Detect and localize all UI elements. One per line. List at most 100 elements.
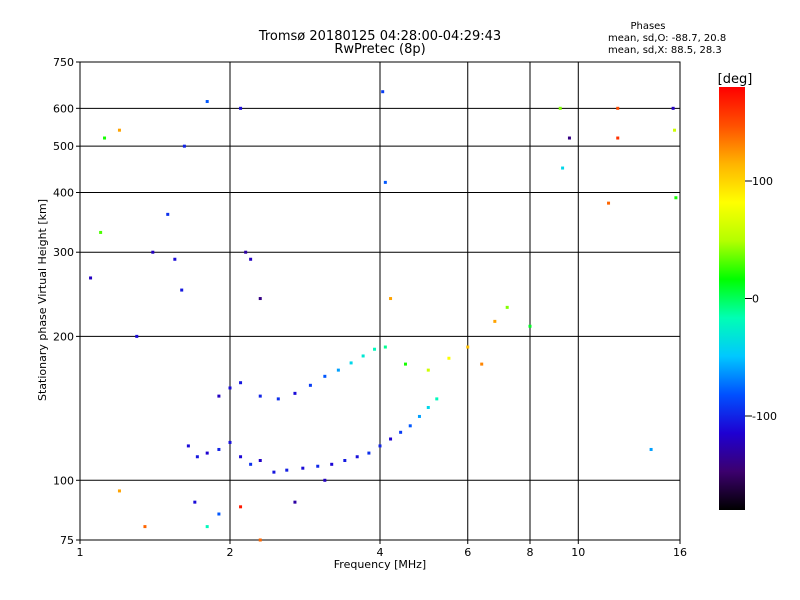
data-point xyxy=(195,455,199,459)
data-point xyxy=(186,444,190,448)
x-tick-label: 1 xyxy=(77,546,84,559)
data-point xyxy=(367,451,371,455)
stats-heading: Phases xyxy=(630,21,665,32)
y-tick-label: 200 xyxy=(53,330,74,343)
x-tick-label: 10 xyxy=(571,546,585,559)
data-point xyxy=(673,128,677,132)
data-point xyxy=(205,451,209,455)
data-point xyxy=(558,106,562,110)
y-tick-label: 400 xyxy=(53,186,74,199)
data-point xyxy=(426,368,430,372)
y-tick-label: 600 xyxy=(53,102,74,115)
stats-line-x: mean, sd,X: 88.5, 28.3 xyxy=(608,45,722,56)
data-points xyxy=(89,90,678,542)
data-point xyxy=(308,383,312,387)
x-tick-label: 4 xyxy=(377,546,384,559)
data-point xyxy=(480,362,484,366)
data-point xyxy=(301,466,305,470)
data-point xyxy=(258,297,262,301)
data-point xyxy=(239,106,243,110)
axis-ticks: 1 2 4 6 8 10 16 75 100 200 300 400 500 600 750 xyxy=(53,56,687,559)
x-tick-label: 2 xyxy=(227,546,234,559)
y-tick-label: 75 xyxy=(60,534,74,547)
data-point xyxy=(143,525,147,529)
data-point xyxy=(182,144,186,148)
data-point xyxy=(567,136,571,140)
data-point xyxy=(228,440,232,444)
data-point xyxy=(217,394,221,398)
chart-title: Tromsø 20180125 04:28:00-04:29:43 xyxy=(258,29,501,44)
data-point xyxy=(528,324,532,328)
data-point xyxy=(249,257,253,261)
data-point xyxy=(349,361,353,365)
data-point xyxy=(561,166,565,170)
data-point xyxy=(389,437,393,441)
data-point xyxy=(228,386,232,390)
data-point xyxy=(151,250,155,254)
data-point xyxy=(505,305,509,309)
data-point xyxy=(361,354,365,358)
data-point xyxy=(466,345,470,349)
data-point xyxy=(336,368,340,372)
data-point xyxy=(399,430,403,434)
data-point xyxy=(276,397,280,401)
data-point xyxy=(674,196,678,200)
data-point xyxy=(249,462,253,466)
grid-lines xyxy=(80,62,680,540)
data-point xyxy=(117,128,121,132)
data-point xyxy=(493,319,497,323)
data-point xyxy=(99,230,103,234)
chart-subtitle: RwPretec (8p) xyxy=(334,42,425,57)
data-point xyxy=(166,212,170,216)
data-point xyxy=(258,394,262,398)
data-point xyxy=(293,391,297,395)
data-point xyxy=(426,405,430,409)
data-point xyxy=(671,106,675,110)
data-point xyxy=(447,356,451,360)
data-point xyxy=(135,334,139,338)
colorbar-label: [deg] xyxy=(718,72,753,87)
y-tick-label: 750 xyxy=(53,56,74,69)
data-point xyxy=(616,136,620,140)
data-point xyxy=(258,538,262,542)
data-point xyxy=(180,288,184,292)
colorbar-tick-label: 100 xyxy=(752,175,773,188)
data-point xyxy=(258,458,262,462)
colorbar-tick-label: 0 xyxy=(752,293,759,306)
data-point xyxy=(389,297,393,301)
data-point xyxy=(616,106,620,110)
data-point xyxy=(239,381,243,385)
data-point xyxy=(217,447,221,451)
x-axis-label: Frequency [MHz] xyxy=(334,558,426,571)
data-point xyxy=(323,478,327,482)
y-tick-label: 300 xyxy=(53,246,74,259)
data-point xyxy=(205,100,209,104)
colorbar xyxy=(719,87,745,510)
data-point xyxy=(378,444,382,448)
data-point xyxy=(355,455,359,459)
data-point xyxy=(435,397,439,401)
data-point xyxy=(316,464,320,468)
x-tick-label: 16 xyxy=(673,546,687,559)
y-tick-label: 100 xyxy=(53,474,74,487)
data-point xyxy=(193,500,197,504)
colorbar-ticks: 100 0 -100 xyxy=(745,175,777,423)
data-point xyxy=(217,512,221,516)
data-point xyxy=(293,500,297,504)
data-point xyxy=(239,455,243,459)
data-point xyxy=(417,414,421,418)
data-point xyxy=(323,374,327,378)
data-point xyxy=(408,424,412,428)
data-point xyxy=(117,489,121,493)
data-point xyxy=(89,276,93,280)
stats-line-o: mean, sd,O: -88.7, 20.8 xyxy=(608,33,726,44)
data-point xyxy=(205,525,209,529)
data-point xyxy=(239,505,243,509)
colorbar-tick-label: -100 xyxy=(752,410,777,423)
data-point xyxy=(373,347,377,351)
data-point xyxy=(383,345,387,349)
data-point xyxy=(330,462,334,466)
data-point xyxy=(103,136,107,140)
y-axis-label: Stationary phase Virtual Height [km] xyxy=(36,199,49,401)
